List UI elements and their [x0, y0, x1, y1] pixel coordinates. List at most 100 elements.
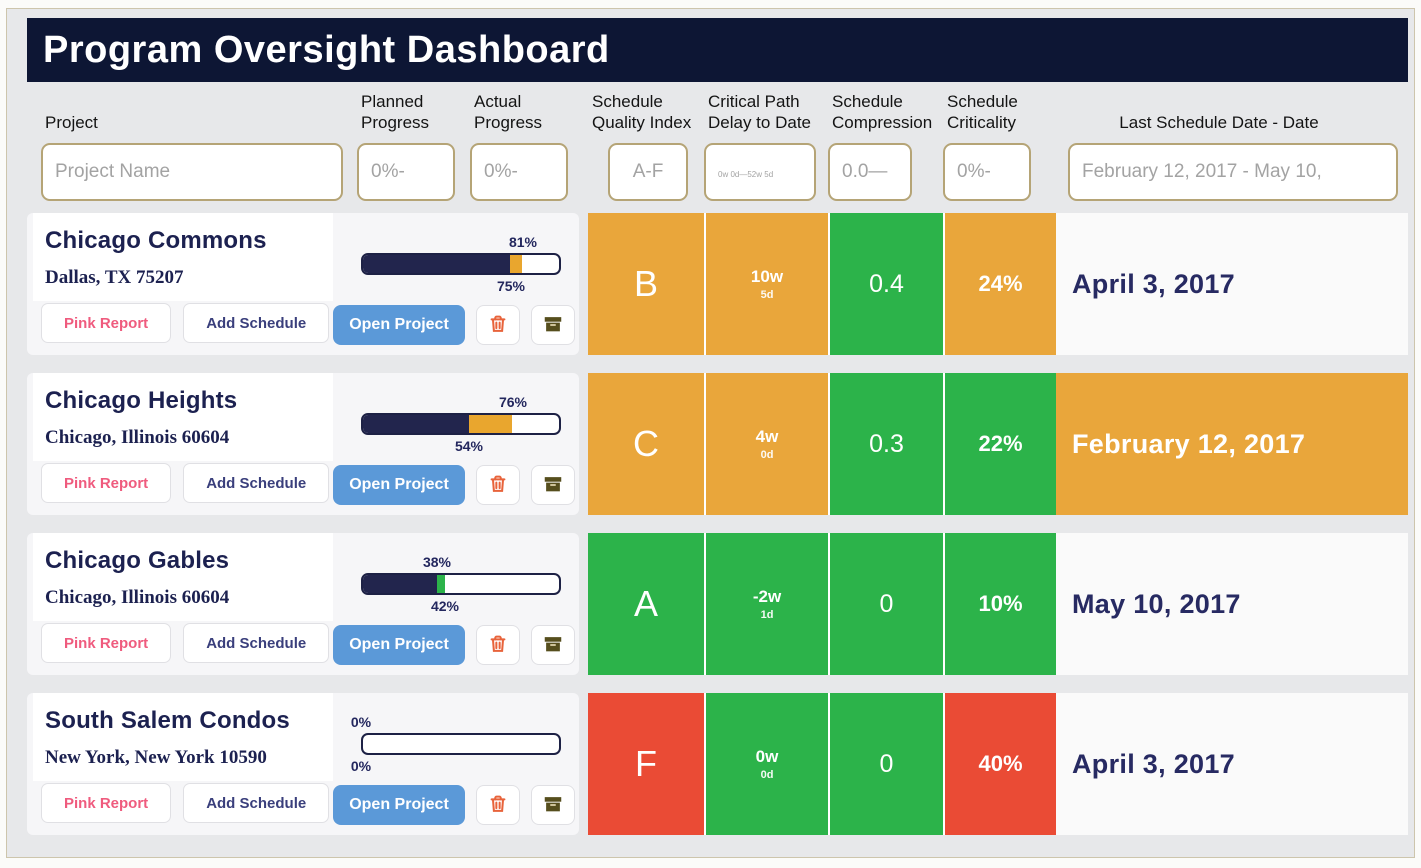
cpd-days: 0d [760, 449, 774, 462]
archive-box-icon [542, 633, 564, 658]
criticality-cell: 40% [943, 693, 1056, 836]
pink-report-button[interactable]: Pink Report [41, 303, 172, 344]
pink-report-button[interactable]: Pink Report [41, 783, 172, 824]
cpd-weeks: 4w [755, 427, 779, 447]
date-cell: May 10, 2017 [1056, 533, 1408, 676]
trash-icon [487, 313, 509, 338]
sqi-cell: A [588, 533, 704, 676]
progress-zone: 81% 75% Open Project [333, 213, 575, 355]
actual-progress-label: 42% [430, 598, 460, 615]
archive-button[interactable] [531, 305, 575, 346]
pink-report-button[interactable]: Pink Report [41, 463, 172, 504]
open-project-button[interactable]: Open Project [333, 625, 465, 666]
progress-bar [361, 413, 561, 436]
project-info: Chicago Gables Chicago, Illinois 60604 [33, 533, 333, 622]
col-project: Project [45, 112, 98, 132]
archive-button[interactable] [531, 785, 575, 826]
table-row: Chicago Commons Dallas, TX 75207 Pink Re… [27, 213, 1408, 356]
compression-value: 0.3 [869, 429, 904, 458]
cpd-cell: 4w 0d [704, 373, 828, 516]
planned-progress-label: 76% [498, 394, 528, 411]
sqi-grade: C [633, 423, 659, 465]
progress-zone: 0% 0% Open Project [333, 693, 575, 835]
project-card: Chicago Commons Dallas, TX 75207 Pink Re… [27, 213, 579, 356]
planned-progress-label: 0% [350, 714, 372, 731]
progress-bar [361, 253, 561, 276]
delete-button[interactable] [476, 785, 520, 826]
archive-box-icon [542, 313, 564, 338]
col-schedule-compression: Schedule Compression [832, 92, 933, 132]
open-project-button[interactable]: Open Project [333, 785, 465, 826]
add-schedule-button[interactable]: Add Schedule [183, 783, 330, 824]
cpd-weeks: 0w [755, 747, 779, 767]
title-bar: Program Oversight Dashboard [27, 18, 1408, 82]
delete-button[interactable] [476, 305, 520, 346]
archive-button[interactable] [531, 625, 575, 666]
project-card: Chicago Heights Chicago, Illinois 60604 … [27, 373, 579, 516]
quality-index-filter-input[interactable] [608, 143, 688, 202]
critical-path-delay-filter-input[interactable] [704, 143, 816, 202]
project-card: Chicago Gables Chicago, Illinois 60604 P… [27, 533, 579, 676]
add-schedule-button[interactable]: Add Schedule [183, 463, 330, 504]
criticality-value: 40% [978, 751, 1023, 777]
planned-progress-label: 38% [422, 554, 452, 571]
project-address: Chicago, Illinois 60604 [45, 427, 230, 449]
cpd-days: 1d [760, 609, 774, 622]
col-last-schedule-date: Last Schedule Date - Date [1119, 112, 1319, 132]
add-schedule-button[interactable]: Add Schedule [183, 303, 330, 344]
delete-button[interactable] [476, 465, 520, 506]
cpd-cell: 10w 5d [704, 213, 828, 356]
project-name-filter-input[interactable] [41, 143, 343, 202]
actual-progress-label: 54% [454, 438, 484, 455]
planned-progress-filter-input[interactable] [357, 143, 455, 202]
cpd-cell: 0w 0d [704, 693, 828, 836]
date-range-filter-input[interactable] [1068, 143, 1398, 202]
progress-diff [437, 575, 446, 594]
column-headers: Project Planned Progress Actual Progress… [27, 82, 1408, 139]
criticality-value: 22% [978, 431, 1023, 457]
actual-progress-label: 75% [496, 278, 526, 295]
open-project-button[interactable]: Open Project [333, 465, 465, 506]
planned-progress-label: 81% [508, 234, 538, 251]
compression-cell: 0 [828, 533, 943, 676]
archive-button[interactable] [531, 465, 575, 506]
archive-box-icon [542, 473, 564, 498]
add-schedule-button[interactable]: Add Schedule [183, 623, 330, 664]
progress-zone: 38% 42% Open Project [333, 533, 575, 675]
criticality-cell: 24% [943, 213, 1056, 356]
compression-cell: 0 [828, 693, 943, 836]
criticality-filter-input[interactable] [943, 143, 1031, 202]
criticality-value: 24% [978, 271, 1023, 297]
cpd-cell: -2w 1d [704, 533, 828, 676]
sqi-grade: B [633, 263, 658, 305]
criticality-value: 10% [978, 591, 1023, 617]
project-name: Chicago Heights [45, 387, 238, 415]
criticality-cell: 10% [943, 533, 1056, 676]
compression-filter-input[interactable] [828, 143, 912, 202]
col-schedule-quality-index: Schedule Quality Index [592, 92, 692, 132]
delete-button[interactable] [476, 625, 520, 666]
progress-diff [468, 415, 512, 434]
table-row: South Salem Condos New York, New York 10… [27, 693, 1408, 836]
last-schedule-date: May 10, 2017 [1072, 588, 1241, 619]
compression-value: 0 [879, 589, 894, 618]
project-info: South Salem Condos New York, New York 10… [33, 693, 333, 782]
trash-icon [487, 473, 509, 498]
progress-zone: 76% 54% Open Project [333, 373, 575, 515]
project-name: Chicago Commons [45, 227, 267, 255]
last-schedule-date: February 12, 2017 [1072, 428, 1306, 459]
page-title: Program Oversight Dashboard [43, 28, 610, 71]
open-project-button[interactable]: Open Project [333, 305, 465, 346]
pink-report-button[interactable]: Pink Report [41, 623, 172, 664]
sqi-grade: F [635, 743, 657, 785]
trash-icon [487, 633, 509, 658]
compression-cell: 0.4 [828, 213, 943, 356]
cpd-weeks: -2w [752, 587, 782, 607]
project-name: South Salem Condos [45, 707, 290, 735]
actual-progress-filter-input[interactable] [470, 143, 568, 202]
date-cell: February 12, 2017 [1056, 373, 1408, 516]
date-cell: April 3, 2017 [1056, 213, 1408, 356]
last-schedule-date: April 3, 2017 [1072, 268, 1235, 299]
compression-cell: 0.3 [828, 373, 943, 516]
